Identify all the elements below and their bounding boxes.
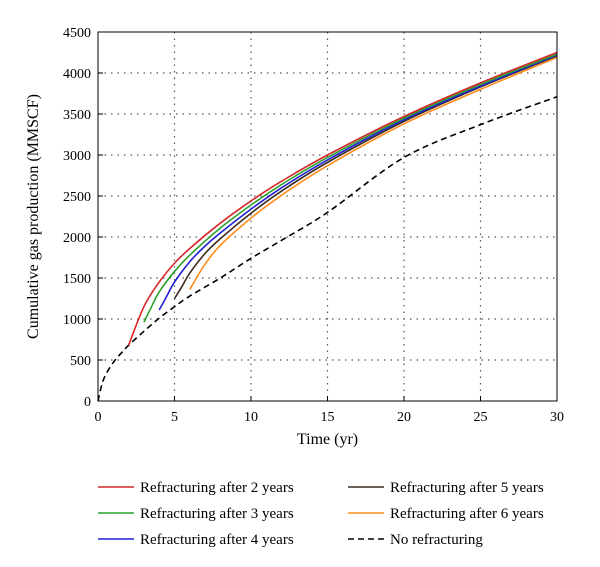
series-line-5	[97, 96, 558, 402]
x-tick-label: 20	[397, 410, 411, 425]
series-line-3	[173, 55, 558, 299]
y-tick-label: 500	[70, 354, 91, 369]
y-tick-label: 2000	[63, 231, 91, 246]
x-tick-label: 15	[321, 410, 335, 425]
x-tick-label: 10	[244, 410, 258, 425]
x-tick-label: 0	[95, 410, 102, 425]
series-lines	[97, 51, 558, 402]
y-tick-label: 4000	[63, 67, 91, 82]
legend-label-0: Refracturing after 2 years	[140, 480, 294, 496]
y-tick-label: 1000	[63, 313, 91, 328]
gridlines	[98, 32, 557, 401]
legend: Refracturing after 2 years Refracturing a…	[98, 480, 544, 548]
legend-label-4: Refracturing after 6 years	[390, 506, 544, 522]
y-tick-label: 2500	[63, 190, 91, 205]
legend-label-1: Refracturing after 3 years	[140, 506, 294, 522]
x-tick-label: 30	[550, 410, 564, 425]
y-tick-label: 3000	[63, 149, 91, 164]
y-tick-label: 4500	[63, 26, 91, 41]
y-tick-label: 0	[84, 395, 91, 410]
axis-ticks: 0 5 10 15 20 25 30 0 500 1000 1500 2000 2500 3000 3500…	[63, 26, 564, 425]
x-axis-title: Time (yr)	[297, 431, 358, 448]
series-line-0	[127, 51, 558, 346]
legend-label-5: No refracturing	[390, 532, 483, 548]
y-tick-label: 3500	[63, 108, 91, 123]
series-line-4	[189, 56, 558, 290]
legend-label-3: Refracturing after 5 years	[390, 480, 544, 496]
plot-frame	[97, 31, 558, 402]
series-line-2	[158, 54, 558, 311]
x-tick-label: 5	[171, 410, 178, 425]
y-axis-title: Cumulative gas production (MMSCF)	[25, 94, 42, 339]
legend-label-2: Refracturing after 4 years	[140, 532, 294, 548]
x-tick-label: 25	[474, 410, 488, 425]
y-tick-label: 1500	[63, 272, 91, 287]
series-line-1	[143, 53, 558, 323]
